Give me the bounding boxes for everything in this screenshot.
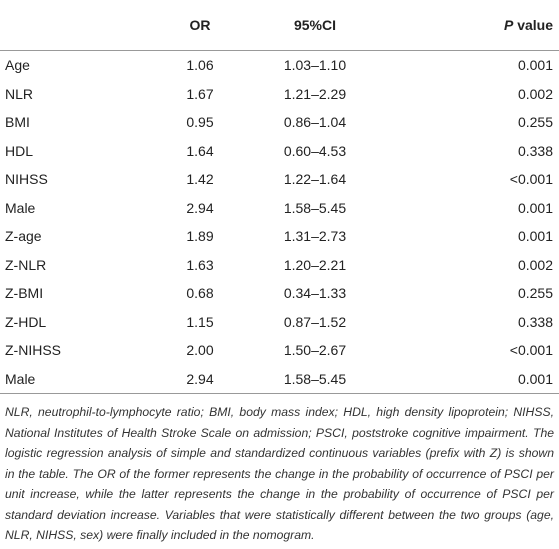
table-cell: 0.255 <box>517 114 553 131</box>
header-cell: OR <box>145 0 255 51</box>
table-body: Age 1.06 1.03–1.10 0.001 NLR 1.67 1.21–2.29 0.0… <box>0 51 559 394</box>
table-row: Z-NLR 1.63 1.20–2.21 0.002 <box>0 251 559 280</box>
table-row: BMI 0.95 0.86–1.04 0.255 <box>0 108 559 137</box>
table-cell: 2.00 <box>186 342 214 359</box>
table-cell: 1.20–2.21 <box>283 256 347 273</box>
table-cell: <0.001 <box>509 171 553 188</box>
table-cell: 1.15 <box>186 313 214 330</box>
table-cell: 0.001 <box>517 57 553 74</box>
table-row: Male 2.94 1.58–5.45 0.001 <box>0 364 559 394</box>
table-cell: 1.06 <box>186 57 214 74</box>
table-cell: Z-NLR <box>5 256 47 273</box>
table-cell: 0.001 <box>375 364 559 394</box>
table-cell: 0.34–1.33 <box>283 285 347 302</box>
footnote: NLR, neutrophil-to-lymphocyte ratio; BMI… <box>5 405 554 542</box>
table-cell: 0.002 <box>517 85 553 102</box>
table-cell: NLR <box>5 85 34 102</box>
table-row: NLR 1.67 1.21–2.29 0.002 <box>0 80 559 109</box>
table-cell: 1.21–2.29 <box>283 85 347 102</box>
table-cell: 1.64 <box>186 142 214 159</box>
table-cell: 1.31–2.73 <box>283 228 347 245</box>
results-table: OR 95%CI P value Age 1.06 1.03–1.10 0.001 NL… <box>0 0 559 394</box>
table-cell: 0.86–1.04 <box>283 114 347 131</box>
table-cell: 1.58–5.45 <box>255 364 375 394</box>
table-cell: 1.63 <box>186 256 214 273</box>
table-cell: 0.95 <box>186 114 214 131</box>
table-cell: Male <box>5 199 36 216</box>
table-cell: 1.50–2.67 <box>283 342 347 359</box>
table-cell: <0.001 <box>509 342 553 359</box>
table-cell: NIHSS <box>5 171 48 188</box>
header-cell: 95%CI <box>255 0 375 51</box>
table-cell: 1.22–1.64 <box>283 171 347 188</box>
table-cell: 1.42 <box>186 171 214 188</box>
header-cell: P value <box>375 0 559 51</box>
table-row: Age 1.06 1.03–1.10 0.001 <box>0 51 559 80</box>
table-row: Z-BMI 0.68 0.34–1.33 0.255 <box>0 279 559 308</box>
table-row: NIHSS 1.42 1.22–1.64 <0.001 <box>0 165 559 194</box>
table-cell: 0.60–4.53 <box>283 142 347 159</box>
table-cell: 2.94 <box>145 364 255 394</box>
table-cell: Z-BMI <box>5 285 44 302</box>
table-cell: 0.002 <box>517 256 553 273</box>
table-cell: 1.89 <box>186 228 214 245</box>
p-text: value <box>517 17 553 33</box>
table-row: Z-NIHSS 2.00 1.50–2.67 <0.001 <box>0 336 559 365</box>
table-cell: 2.94 <box>186 199 214 216</box>
table-row: Male 2.94 1.58–5.45 0.001 <box>0 194 559 223</box>
table-cell: 0.87–1.52 <box>283 313 347 330</box>
table-cell: 0.338 <box>517 142 553 159</box>
table-cell: HDL <box>5 142 34 159</box>
table-row: Z-age 1.89 1.31–2.73 0.001 <box>0 222 559 251</box>
table-cell: 0.255 <box>517 285 553 302</box>
table-cell: Age <box>5 57 30 74</box>
table-cell: 0.001 <box>517 199 553 216</box>
table-cell: 0.001 <box>517 228 553 245</box>
table-cell: 0.68 <box>186 285 214 302</box>
table-row: HDL 1.64 0.60–4.53 0.338 <box>0 137 559 166</box>
header-cell <box>0 0 145 51</box>
table-row: Z-HDL 1.15 0.87–1.52 0.338 <box>0 308 559 337</box>
table-cell: Z-HDL <box>5 313 47 330</box>
table-cell: 1.67 <box>186 85 214 102</box>
header-row: OR 95%CI P value <box>0 0 559 51</box>
table-cell: Z-age <box>5 228 42 245</box>
table-cell: BMI <box>5 114 30 131</box>
table-cell: Male <box>0 364 145 394</box>
table-cell: Z-NIHSS <box>5 342 61 359</box>
table-cell: 1.03–1.10 <box>283 57 347 74</box>
table-cell: 1.58–5.45 <box>283 199 347 216</box>
table-cell: 0.338 <box>517 313 553 330</box>
p-symbol: P <box>503 17 514 33</box>
